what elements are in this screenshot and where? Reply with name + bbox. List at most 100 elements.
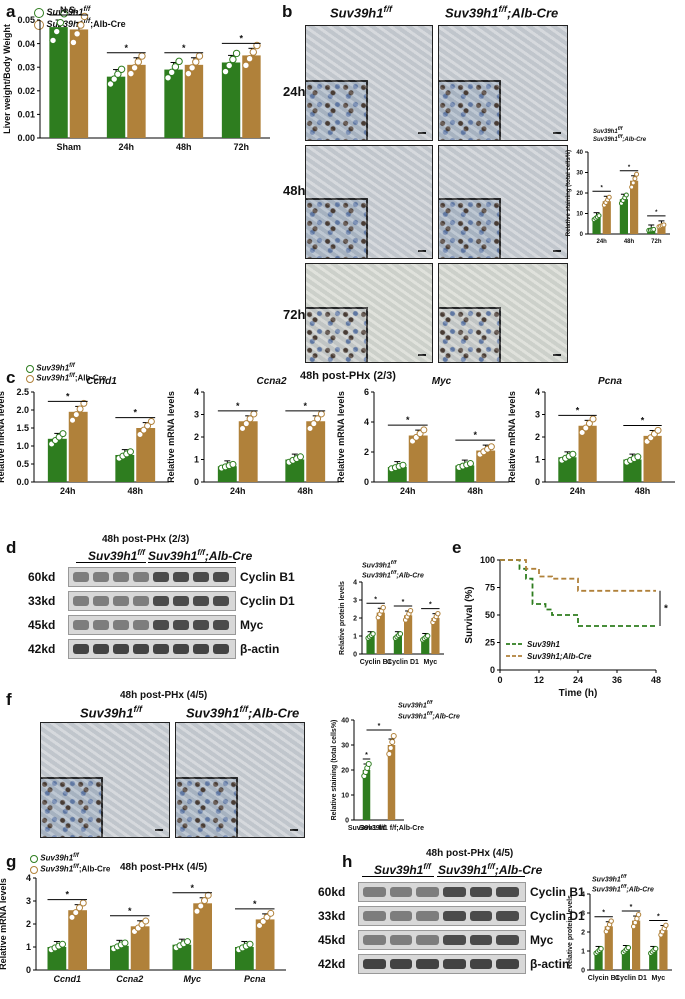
bar-a-0-0: [49, 27, 68, 138]
ytick-label-c2: 1: [194, 455, 199, 465]
panel-label-h: h: [342, 852, 353, 871]
panel-d-mw-3: 42kd: [28, 642, 56, 656]
xtick-label-c1: 48h: [127, 486, 143, 496]
point-a-0-0: [49, 36, 57, 45]
panel-f-title: 48h post-PHx (4/5): [120, 690, 208, 701]
panel-d-band: [133, 620, 149, 630]
ytick-label-c1: 1.5: [16, 423, 29, 433]
ytick-label-c1: 0.5: [16, 459, 29, 469]
point-d-1-1: [407, 607, 414, 614]
point-a-0-1: [73, 30, 81, 38]
panel-h-blot-row-0: [358, 882, 526, 902]
ytick-label-c1: 0.0: [16, 477, 29, 487]
panel-d-protein-0: Cyclin B1: [240, 570, 295, 584]
panel-h-band: [496, 911, 519, 921]
panel-h-blot-row-3: [358, 954, 526, 974]
panel-d-band: [93, 596, 109, 606]
bar-h-1-1: [632, 920, 641, 970]
bar-c1-1-0: [115, 455, 135, 482]
panel-h-protein-2: Myc: [530, 933, 554, 947]
sig-label-c4-1: *: [641, 415, 645, 425]
panel-d-band: [213, 596, 229, 606]
panel-h-band: [389, 935, 413, 945]
micrograph-b-ko-48h: [438, 145, 568, 259]
ytick-label-c1: 1.0: [16, 441, 29, 451]
point-b-1-1: [629, 184, 635, 190]
panel-h-blot-row-2: [358, 930, 526, 950]
panel-h-title: 48h post-PHx (4/5): [426, 848, 514, 859]
panel-h-protein-0: Cyclin B1: [530, 885, 585, 899]
point-c3-0-1: [420, 426, 428, 434]
sig-label-h-1: *: [630, 904, 633, 911]
point-c1-0-1: [69, 416, 77, 424]
ytick-label-f: 0: [345, 817, 349, 824]
point-b-2-0: [651, 226, 657, 232]
ylabel-e: Survival (%): [464, 586, 475, 643]
point-c3-1-1: [487, 443, 495, 451]
xtick-label-g: Ccna2: [116, 974, 143, 984]
panel-d-band: [73, 572, 89, 582]
panel-h-mw-3: 42kd: [318, 957, 346, 971]
point-d-1-0: [397, 631, 404, 637]
legend-ko-c: Suv39h1f/f;Alb-Cre: [26, 373, 106, 383]
panel-b-row-48h: 48h: [283, 183, 306, 198]
ylabel-h: Relative protein levels: [567, 895, 574, 969]
bar-b-1-1: [630, 180, 639, 234]
panel-d-band: [93, 620, 109, 630]
point-c2-1-1: [317, 410, 325, 418]
panel-h-mw-0: 60kd: [318, 885, 346, 899]
point-a-1-0: [106, 80, 115, 88]
point-g-0-1: [76, 904, 83, 912]
point-c1-1-1: [140, 426, 148, 434]
point-a-0-1: [69, 38, 78, 47]
ytick-label-f: 20: [341, 767, 349, 774]
sig-label-c3-1: *: [473, 430, 477, 440]
panel-d-band: [173, 572, 189, 582]
micrograph-b-control-72h: [305, 263, 433, 363]
sig-label-c2-0: *: [236, 401, 240, 411]
xtick-label-f: Suv39h1 f/f;Alb-Cre: [359, 825, 424, 832]
ytick-label-h: 4: [581, 891, 585, 898]
panel-h-band: [416, 959, 439, 969]
point-a-2-0: [164, 74, 172, 82]
bar-d-2-1: [431, 618, 440, 654]
point-c4-1-1: [654, 426, 662, 434]
point-g-1-0: [121, 939, 129, 947]
point-a-3-1: [245, 55, 254, 63]
panel-d-band: [193, 572, 209, 582]
legend-label-e-1: Suv39h1;Alb-Cre: [527, 652, 592, 661]
point-c2-0-1: [239, 425, 247, 433]
micrograph-f-ko: [175, 722, 305, 838]
panel-label-g: g: [6, 852, 17, 871]
panel-d-band: [213, 572, 229, 582]
ytick-label-g: 0: [26, 965, 31, 975]
sig-label-g-2: *: [190, 883, 194, 893]
point-h-0-0: [598, 946, 604, 952]
ytick-label-e: 75: [485, 583, 495, 593]
panel-d-blot-row-3: [68, 639, 236, 659]
legend-ko-d: Suv39h1f/f;Alb-Cre: [362, 570, 424, 580]
point-a-2-1: [192, 58, 200, 66]
ytick-label-e: 25: [485, 638, 495, 648]
series-line-e-0: [500, 559, 656, 627]
ytick-label-b: 20: [576, 191, 583, 197]
xtick-label-g: Myc: [183, 974, 201, 984]
bar-b-0-0: [592, 217, 601, 234]
bar-h-1-0: [621, 950, 630, 970]
panel-f-col2-header: Suv39h1f/f;Alb-Cre: [186, 704, 300, 721]
point-a-1-0: [114, 70, 122, 78]
panel-b-col1-header: Suv39h1f/f: [330, 4, 392, 21]
bar-c4-1-1: [643, 435, 662, 482]
ytick-label-b: 10: [576, 212, 583, 218]
point-a-2-0: [168, 68, 176, 76]
sig-label-c2-1: *: [303, 401, 307, 411]
point-c1-1-0: [126, 448, 134, 456]
legend-control-h: Suv39h1f/f: [592, 874, 627, 884]
point-a-1-1: [127, 69, 135, 78]
legend-control-d: Suv39h1f/f: [362, 560, 397, 570]
panel-d-band: [93, 572, 109, 582]
point-a-0-0: [53, 27, 61, 36]
ylabel-g: Relative mRNA levels: [0, 878, 8, 970]
sig-label-d-0: *: [374, 596, 377, 603]
point-b-2-1: [661, 222, 667, 228]
